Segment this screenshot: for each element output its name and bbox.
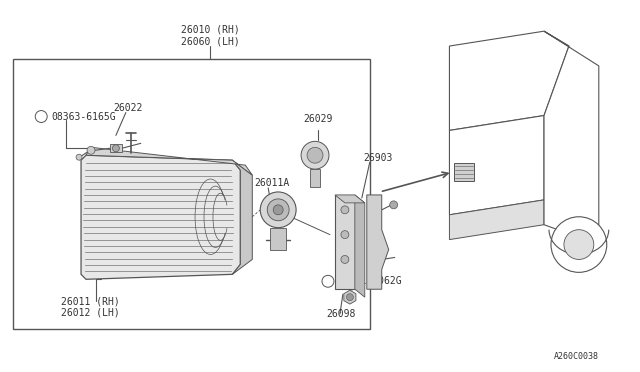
Text: 26011 (RH): 26011 (RH) [61, 296, 120, 306]
Circle shape [341, 206, 349, 214]
Bar [335, 195, 355, 289]
Circle shape [87, 146, 95, 154]
Text: A260C0038: A260C0038 [554, 352, 599, 361]
Text: 26011A: 26011A [254, 178, 289, 188]
Circle shape [273, 205, 283, 215]
Text: 26012 (LH): 26012 (LH) [61, 307, 120, 317]
Circle shape [341, 256, 349, 263]
Circle shape [322, 275, 334, 287]
Text: 26060 (LH): 26060 (LH) [181, 36, 240, 46]
Text: 08911-1062G: 08911-1062G [337, 276, 401, 286]
Text: 26029: 26029 [303, 113, 332, 124]
Polygon shape [367, 195, 388, 289]
Text: S: S [39, 112, 44, 121]
Circle shape [564, 230, 594, 259]
Polygon shape [355, 195, 365, 297]
Polygon shape [449, 31, 569, 131]
Circle shape [35, 110, 47, 122]
Circle shape [390, 201, 397, 209]
Circle shape [268, 199, 289, 221]
Text: 26098: 26098 [326, 309, 355, 319]
Polygon shape [449, 200, 544, 240]
Circle shape [76, 154, 82, 160]
Polygon shape [449, 116, 544, 215]
Text: 26010 (RH): 26010 (RH) [181, 24, 240, 34]
Polygon shape [232, 160, 252, 274]
Polygon shape [335, 195, 365, 203]
Polygon shape [110, 144, 122, 152]
Circle shape [346, 294, 353, 301]
Circle shape [260, 192, 296, 228]
Text: 08363-6165G: 08363-6165G [51, 112, 116, 122]
Bar [310, 169, 320, 187]
Text: N: N [326, 277, 330, 286]
Bar [13, 59, 370, 329]
Bar [454, 163, 474, 181]
Bar [270, 228, 286, 250]
Polygon shape [86, 147, 252, 175]
Circle shape [301, 141, 329, 169]
Circle shape [341, 231, 349, 238]
Circle shape [113, 145, 120, 152]
Polygon shape [81, 155, 241, 279]
Polygon shape [544, 31, 599, 244]
Circle shape [551, 217, 607, 272]
Text: 26903: 26903 [363, 153, 392, 163]
Circle shape [307, 147, 323, 163]
Text: 26022: 26022 [113, 103, 142, 113]
